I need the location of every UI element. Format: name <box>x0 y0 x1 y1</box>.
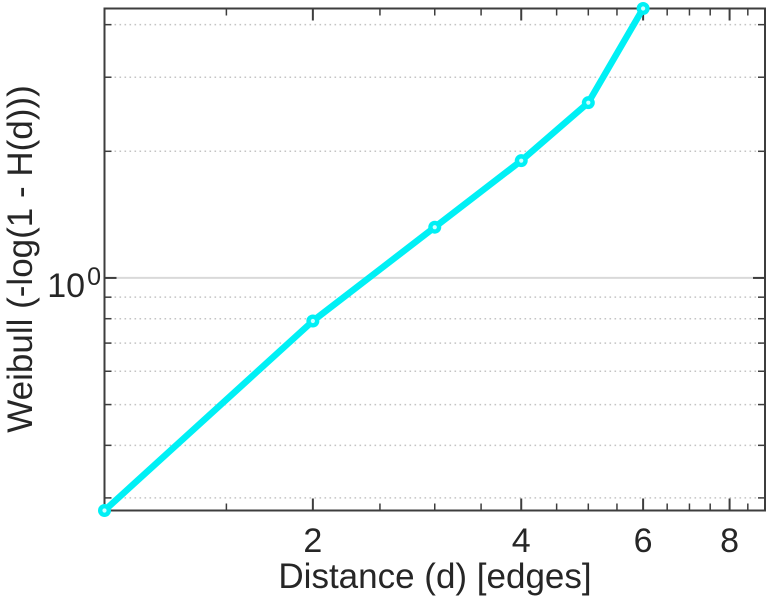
axis-ticks <box>104 8 766 511</box>
data-point-markers <box>98 2 650 517</box>
series-line <box>101 5 647 514</box>
data-point-marker-core <box>310 318 315 324</box>
axes-box <box>103 7 766 512</box>
y-axis-label: Weibull (-log(1 - H(d))) <box>0 85 40 433</box>
data-point-marker-core <box>641 6 646 11</box>
x-tick-label-4: 4 <box>512 522 531 560</box>
x-tick-label-2: 2 <box>303 522 322 560</box>
y-axis-tick-label: 100 <box>0 262 101 307</box>
x-tick-label-6: 6 <box>634 522 653 560</box>
data-point-marker-core <box>586 100 591 105</box>
y-tick-exponent: 0 <box>87 262 101 291</box>
data-point-marker-core <box>432 225 437 230</box>
data-point-marker-core <box>519 158 524 163</box>
x-axis-label: Distance (d) [edges] <box>278 557 592 596</box>
y-tick-base: 10 <box>47 267 86 305</box>
x-tick-label-8: 8 <box>720 522 739 560</box>
x-tick-labels: 2 4 6 8 <box>303 522 739 560</box>
y-minor-gridlines <box>104 23 765 499</box>
data-point-marker-core <box>102 508 107 513</box>
